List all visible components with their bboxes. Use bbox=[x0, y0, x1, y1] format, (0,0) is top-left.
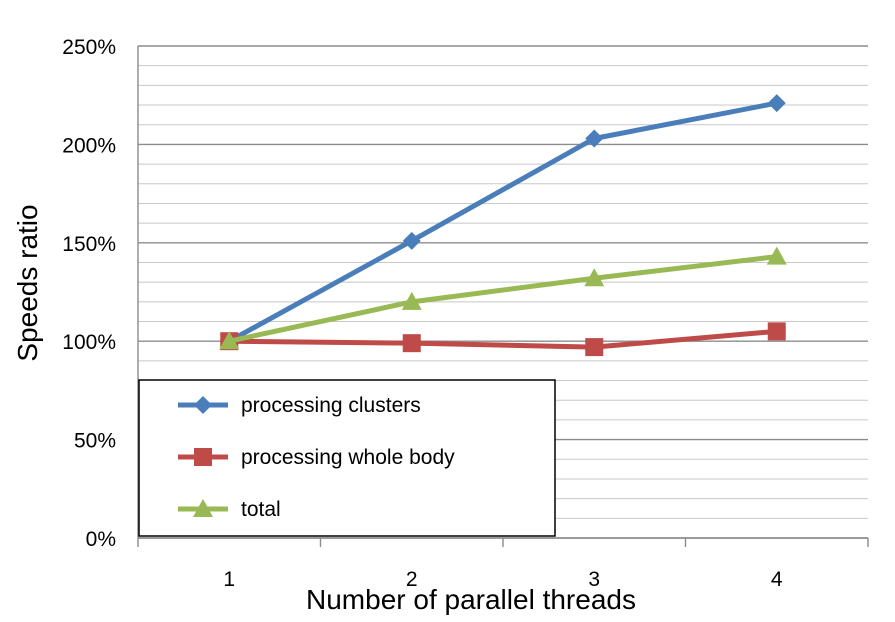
legend-marker bbox=[194, 448, 212, 466]
y-tick-label: 150% bbox=[62, 233, 116, 256]
x-axis-title: Number of parallel threads bbox=[306, 584, 636, 615]
series-line bbox=[228, 254, 778, 344]
y-tick-label: 0% bbox=[86, 528, 116, 551]
x-tick-label: 3 bbox=[588, 568, 600, 591]
data-point bbox=[585, 338, 604, 357]
y-tick-label: 50% bbox=[74, 430, 116, 453]
data-point bbox=[585, 129, 604, 148]
series-processing-clusters bbox=[220, 94, 786, 351]
x-tick-label: 1 bbox=[223, 568, 235, 591]
data-point bbox=[401, 291, 422, 310]
data-point bbox=[767, 94, 786, 113]
legend-label: total bbox=[241, 498, 281, 521]
y-tick-label: 100% bbox=[62, 331, 116, 354]
y-tick-label: 200% bbox=[62, 134, 116, 157]
legend-item: processing whole body bbox=[178, 446, 455, 469]
legend-item: processing clusters bbox=[178, 394, 421, 417]
legend-label: processing whole body bbox=[241, 446, 455, 469]
x-tick-label: 4 bbox=[771, 568, 783, 591]
data-point bbox=[402, 334, 421, 353]
series-line bbox=[228, 100, 778, 344]
data-point bbox=[402, 231, 421, 250]
data-point bbox=[584, 268, 605, 287]
y-axis-title: Speeds ratio bbox=[12, 204, 43, 361]
x-tick-label: 2 bbox=[406, 568, 418, 591]
data-point bbox=[767, 322, 786, 341]
data-point bbox=[766, 246, 787, 265]
axes bbox=[137, 46, 869, 547]
y-tick-label: 250% bbox=[62, 36, 116, 59]
data-point bbox=[219, 331, 240, 350]
y-tick-labels: 0% 50% 100% 150% 200% 250% bbox=[62, 36, 116, 551]
series-line bbox=[229, 328, 777, 350]
series-processing-whole-body bbox=[220, 322, 786, 357]
legend-label: processing clusters bbox=[241, 394, 421, 417]
legend-item: total bbox=[178, 498, 281, 521]
legend: processing clusters processing whole body… bbox=[138, 379, 556, 537]
series-total bbox=[219, 246, 787, 350]
series-group bbox=[219, 94, 787, 357]
legend-marker bbox=[194, 396, 212, 414]
x-tick-labels: 1 2 3 4 bbox=[223, 568, 783, 591]
legend-marker bbox=[193, 499, 213, 517]
